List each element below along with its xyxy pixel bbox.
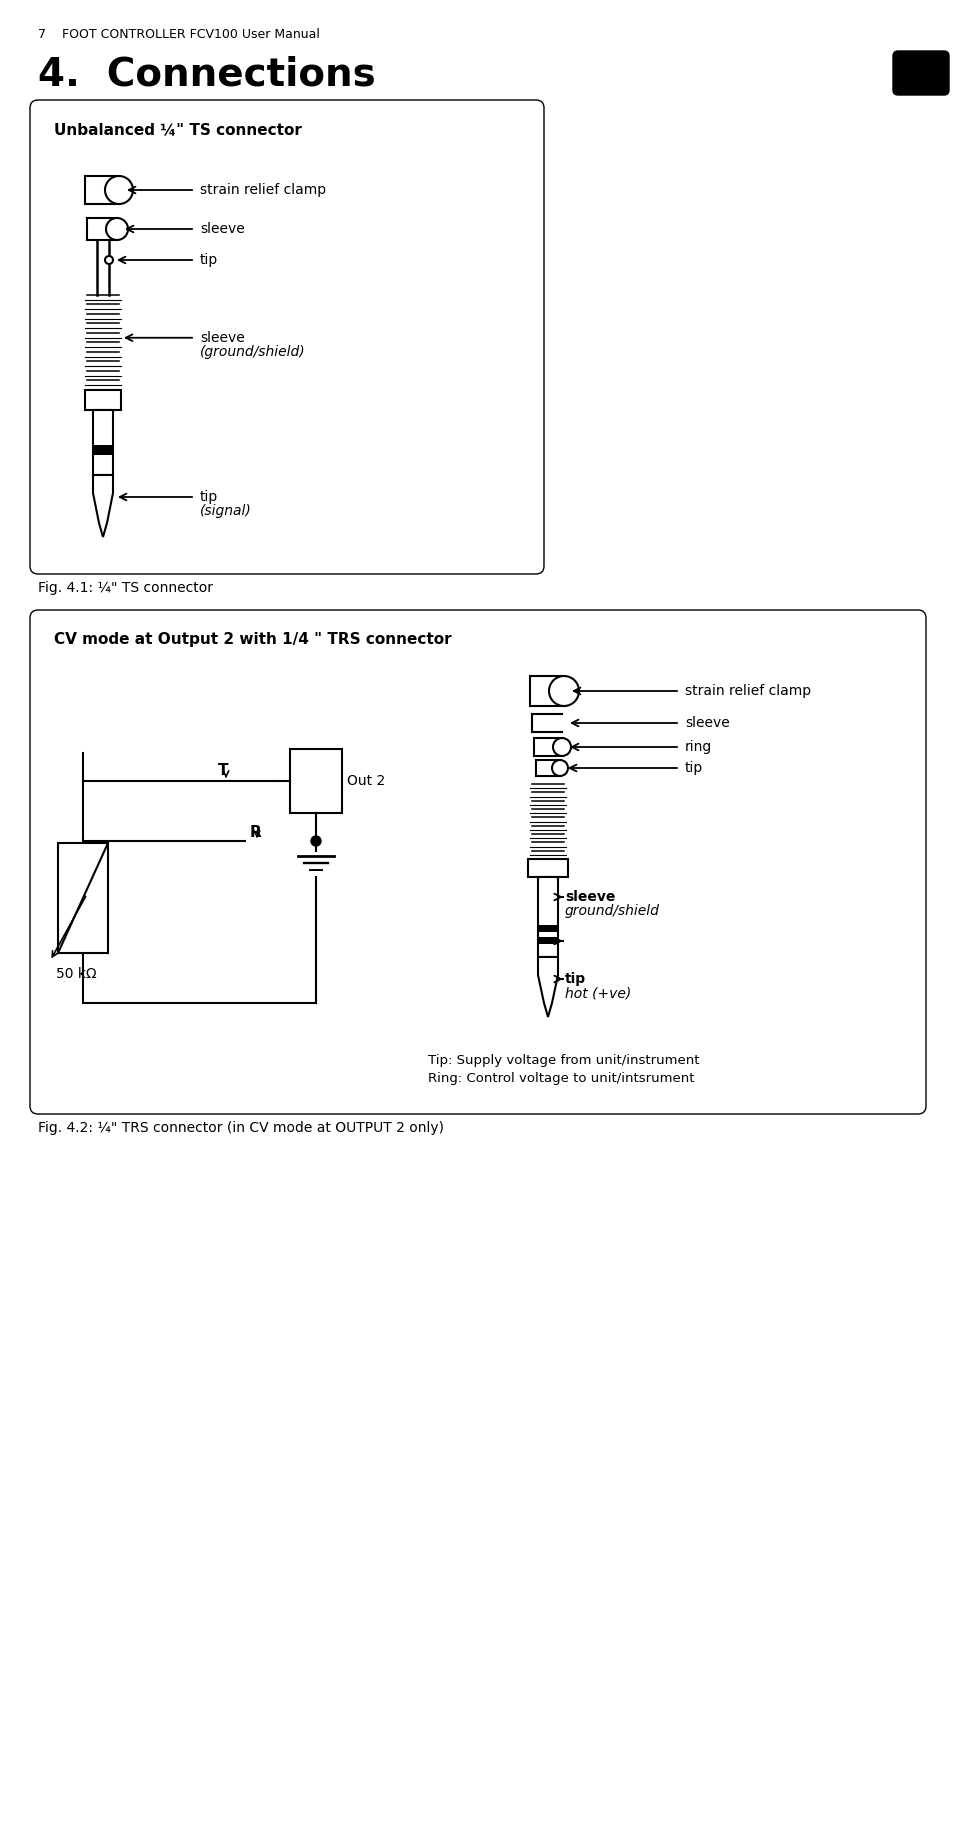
Text: 7    FOOT CONTROLLER FCV100 User Manual: 7 FOOT CONTROLLER FCV100 User Manual bbox=[38, 28, 319, 41]
Circle shape bbox=[553, 739, 571, 755]
Text: sleeve: sleeve bbox=[564, 890, 615, 904]
Circle shape bbox=[311, 836, 320, 845]
Text: tip: tip bbox=[564, 973, 585, 985]
Text: Fig. 4.1: ¼" TS connector: Fig. 4.1: ¼" TS connector bbox=[38, 580, 213, 595]
Text: tip: tip bbox=[200, 490, 218, 505]
Text: strain relief clamp: strain relief clamp bbox=[684, 683, 810, 698]
Bar bbox=[537, 925, 558, 932]
Polygon shape bbox=[537, 958, 558, 1017]
Bar bbox=[290, 750, 341, 812]
Text: 4.  Connections: 4. Connections bbox=[38, 55, 375, 92]
Bar bbox=[537, 877, 558, 958]
Text: sleeve: sleeve bbox=[200, 332, 245, 344]
Text: sleeve: sleeve bbox=[200, 223, 245, 236]
Text: tip: tip bbox=[200, 252, 218, 267]
Bar bbox=[58, 844, 108, 952]
Bar bbox=[527, 858, 567, 877]
Bar bbox=[85, 391, 121, 411]
Text: ring: ring bbox=[684, 740, 712, 753]
FancyBboxPatch shape bbox=[30, 99, 543, 575]
Bar bbox=[92, 446, 112, 455]
Text: EN: EN bbox=[904, 63, 936, 83]
Text: (signal): (signal) bbox=[200, 505, 252, 518]
Bar bbox=[92, 411, 112, 475]
Text: Out 2: Out 2 bbox=[347, 774, 385, 788]
FancyBboxPatch shape bbox=[30, 610, 925, 1114]
Text: Fig. 4.2: ¼" TRS connector (in CV mode at OUTPUT 2 only): Fig. 4.2: ¼" TRS connector (in CV mode a… bbox=[38, 1122, 443, 1135]
Text: Unbalanced ¼" TS connector: Unbalanced ¼" TS connector bbox=[54, 122, 301, 136]
Circle shape bbox=[106, 217, 128, 239]
Text: R: R bbox=[250, 825, 261, 840]
Circle shape bbox=[105, 177, 132, 204]
Text: T: T bbox=[218, 763, 229, 777]
Bar bbox=[537, 938, 558, 943]
Text: tip: tip bbox=[684, 761, 702, 775]
Circle shape bbox=[105, 256, 112, 263]
Text: Tip: Supply voltage from unit/instrument: Tip: Supply voltage from unit/instrument bbox=[428, 1054, 699, 1067]
Text: (ground/shield): (ground/shield) bbox=[200, 344, 305, 359]
Text: strain relief clamp: strain relief clamp bbox=[200, 182, 326, 197]
Text: CV mode at Output 2 with 1/4 " TRS connector: CV mode at Output 2 with 1/4 " TRS conne… bbox=[54, 632, 451, 647]
Polygon shape bbox=[92, 475, 112, 538]
Circle shape bbox=[548, 676, 578, 705]
FancyBboxPatch shape bbox=[892, 52, 948, 96]
Text: hot (+ve): hot (+ve) bbox=[564, 985, 631, 1000]
Text: ground/shield: ground/shield bbox=[564, 904, 659, 917]
Text: sleeve: sleeve bbox=[684, 717, 729, 729]
Text: Ring: Control voltage to unit/intsrument: Ring: Control voltage to unit/intsrument bbox=[428, 1072, 694, 1085]
Text: 50 kΩ: 50 kΩ bbox=[56, 967, 96, 982]
Circle shape bbox=[552, 761, 567, 775]
